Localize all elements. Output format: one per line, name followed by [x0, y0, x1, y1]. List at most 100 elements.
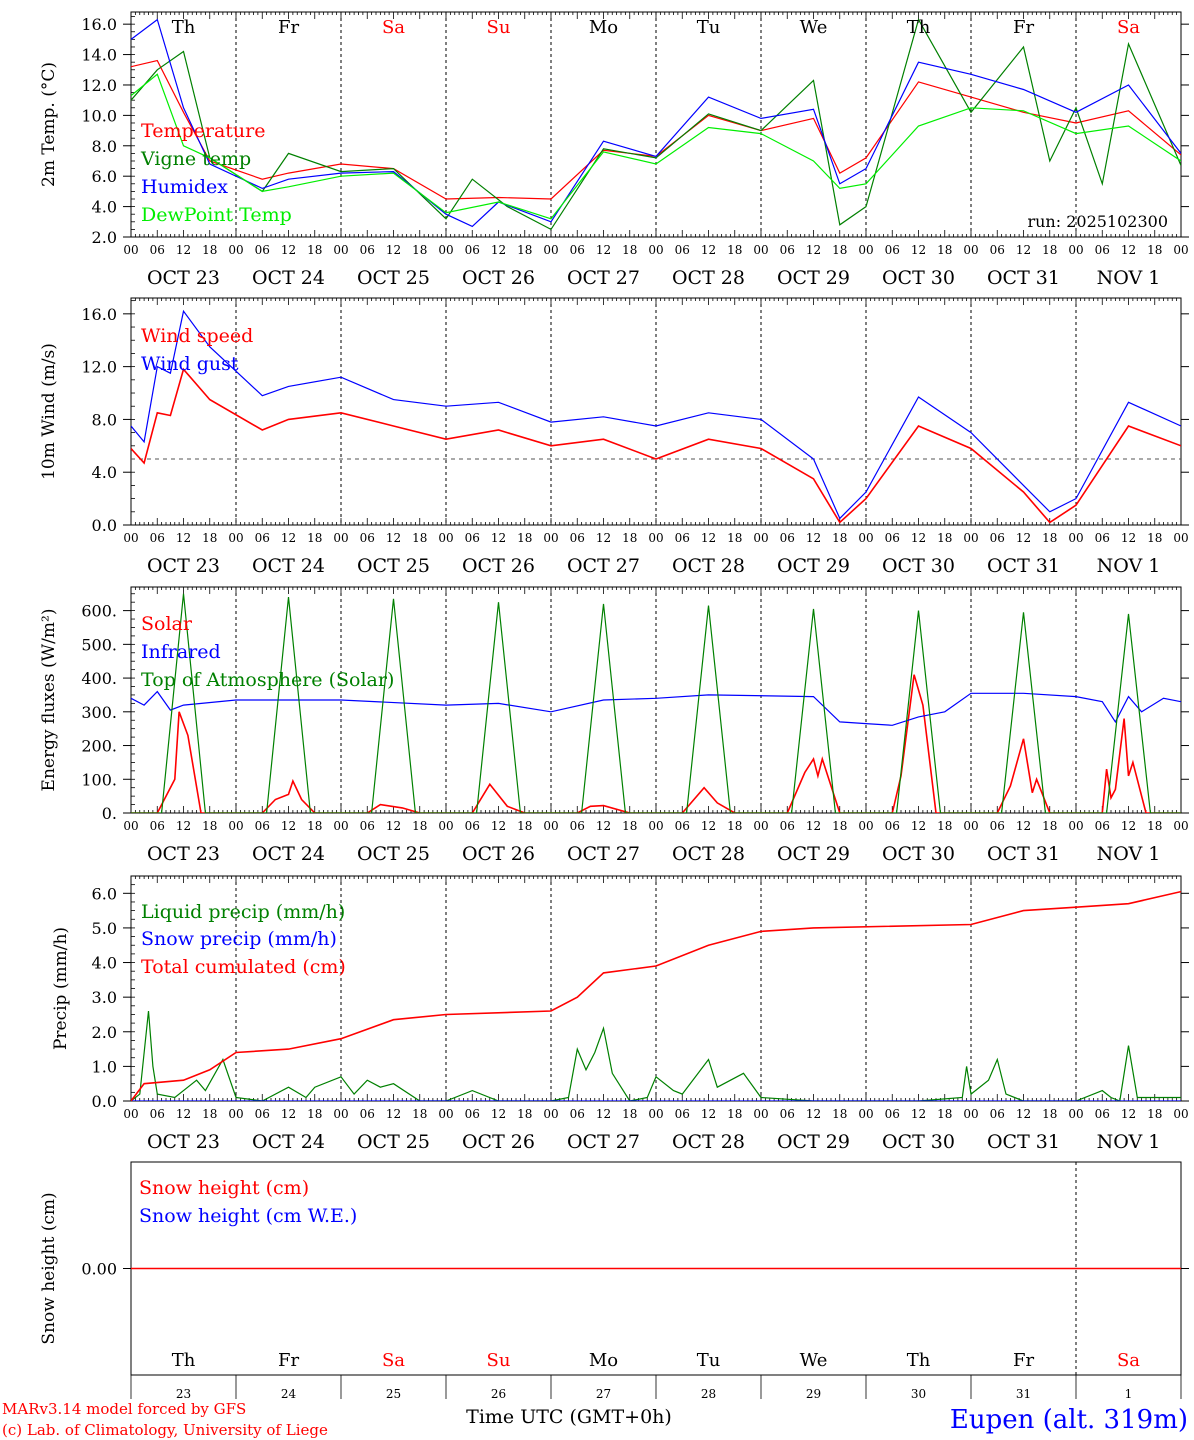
date-label: OCT 30 — [882, 843, 955, 865]
hour-label: 06 — [570, 1107, 585, 1121]
hour-label: 18 — [832, 819, 847, 833]
hour-label: 00 — [228, 531, 243, 545]
date-label: OCT 29 — [777, 555, 850, 577]
hour-label: 06 — [150, 531, 165, 545]
hour-label: 06 — [780, 1107, 795, 1121]
y-tick-label: 0.0 — [92, 516, 117, 535]
series-line-wind-speed — [131, 367, 1181, 524]
day-number: 30 — [911, 1387, 926, 1401]
date-label: OCT 28 — [672, 555, 745, 577]
hour-label: 12 — [386, 243, 401, 257]
hour-label: 12 — [806, 1107, 821, 1121]
hour-label: 06 — [255, 531, 270, 545]
y-tick-label: 4.0 — [92, 198, 117, 217]
hour-label: 18 — [517, 1107, 532, 1121]
hour-label: 18 — [1042, 243, 1057, 257]
legend-entry: Infrared — [141, 641, 221, 663]
hour-label: 12 — [596, 531, 611, 545]
hour-label: 00 — [858, 819, 873, 833]
hour-label: 12 — [1121, 531, 1136, 545]
date-label: OCT 31 — [987, 843, 1060, 865]
y-tick-label: 14.0 — [81, 46, 117, 65]
date-label: OCT 23 — [147, 843, 220, 865]
series-line-temperature — [131, 59, 1181, 200]
hour-label: 18 — [412, 1107, 427, 1121]
series-line-vigne-temp — [131, 18, 1181, 231]
hour-label: 18 — [307, 531, 322, 545]
date-label: NOV 1 — [1097, 1131, 1161, 1153]
hour-label: 06 — [990, 819, 1005, 833]
hour-label: 00 — [123, 531, 138, 545]
hour-label: 00 — [1173, 531, 1188, 545]
date-label: OCT 23 — [147, 555, 220, 577]
hour-label: 12 — [911, 819, 926, 833]
day-label: Th — [907, 17, 931, 38]
hour-label: 00 — [648, 1107, 663, 1121]
legend-entry: Total cumulated (cm) — [141, 956, 346, 978]
hour-label: 06 — [990, 243, 1005, 257]
date-label: OCT 30 — [882, 555, 955, 577]
y-tick-label: 16.0 — [81, 15, 117, 34]
legend-entry: Solar — [141, 613, 193, 635]
hour-label: 18 — [517, 531, 532, 545]
hour-label: 12 — [911, 531, 926, 545]
legend-entry: Liquid precip (mm/h) — [141, 901, 345, 923]
hour-label: 18 — [937, 243, 952, 257]
hour-label: 12 — [281, 243, 296, 257]
y-tick-label: 1.0 — [92, 1057, 117, 1076]
hour-label: 06 — [465, 1107, 480, 1121]
hour-label: 06 — [1095, 243, 1110, 257]
hour-label: 12 — [386, 531, 401, 545]
hour-label: 18 — [622, 1107, 637, 1121]
date-label: OCT 25 — [357, 267, 430, 289]
hour-label: 18 — [202, 243, 217, 257]
date-label: OCT 31 — [987, 1131, 1060, 1153]
series-line-humidex — [131, 18, 1181, 228]
date-label: NOV 1 — [1097, 267, 1161, 289]
date-label: OCT 27 — [567, 843, 640, 865]
panel-5: 0.00 Snow height (cm) Snow height (cm) Snow… — [39, 1161, 1189, 1401]
y-tick-label: 400. — [81, 669, 117, 688]
hour-label: 06 — [150, 243, 165, 257]
hour-label: 00 — [543, 243, 558, 257]
hour-label: 06 — [465, 819, 480, 833]
hour-label: 12 — [806, 243, 821, 257]
date-label: OCT 23 — [147, 267, 220, 289]
hour-label: 18 — [1042, 1107, 1057, 1121]
legend-entry: Vigne temp — [140, 148, 251, 170]
date-label: OCT 26 — [462, 1131, 535, 1153]
date-label: OCT 28 — [672, 843, 745, 865]
y-tick-label: 12.0 — [81, 76, 117, 95]
date-label: OCT 24 — [252, 555, 325, 577]
hour-label: 18 — [937, 1107, 952, 1121]
day-label: Fr — [278, 1350, 299, 1371]
date-label: OCT 25 — [357, 1131, 430, 1153]
legend-entry: Snow height (cm W.E.) — [139, 1205, 357, 1227]
hour-label: 00 — [753, 531, 768, 545]
hour-label: 00 — [963, 243, 978, 257]
run-annotation: run: 2025102300 — [1027, 212, 1168, 231]
hour-label: 00 — [123, 243, 138, 257]
hour-label: 00 — [543, 531, 558, 545]
legend-entry: DewPoint Temp — [141, 204, 292, 226]
hour-label: 00 — [753, 243, 768, 257]
credit-model: MARv3.14 model forced by GFS — [2, 1400, 246, 1418]
hour-label: 00 — [753, 1107, 768, 1121]
hour-label: 18 — [622, 819, 637, 833]
hour-label: 06 — [780, 819, 795, 833]
hour-label: 18 — [1147, 1107, 1162, 1121]
hour-label: 12 — [1016, 243, 1031, 257]
hour-label: 06 — [675, 531, 690, 545]
y-tick-label: 4.0 — [92, 463, 117, 482]
hour-label: 12 — [491, 1107, 506, 1121]
hour-label: 00 — [963, 1107, 978, 1121]
hour-label: 00 — [333, 531, 348, 545]
date-label: OCT 29 — [777, 267, 850, 289]
day-number: 26 — [491, 1387, 506, 1401]
hour-label: 00 — [438, 531, 453, 545]
series-line-solar — [131, 674, 1181, 813]
hour-label: 12 — [1121, 819, 1136, 833]
date-label: OCT 27 — [567, 267, 640, 289]
day-label: We — [800, 1350, 828, 1371]
